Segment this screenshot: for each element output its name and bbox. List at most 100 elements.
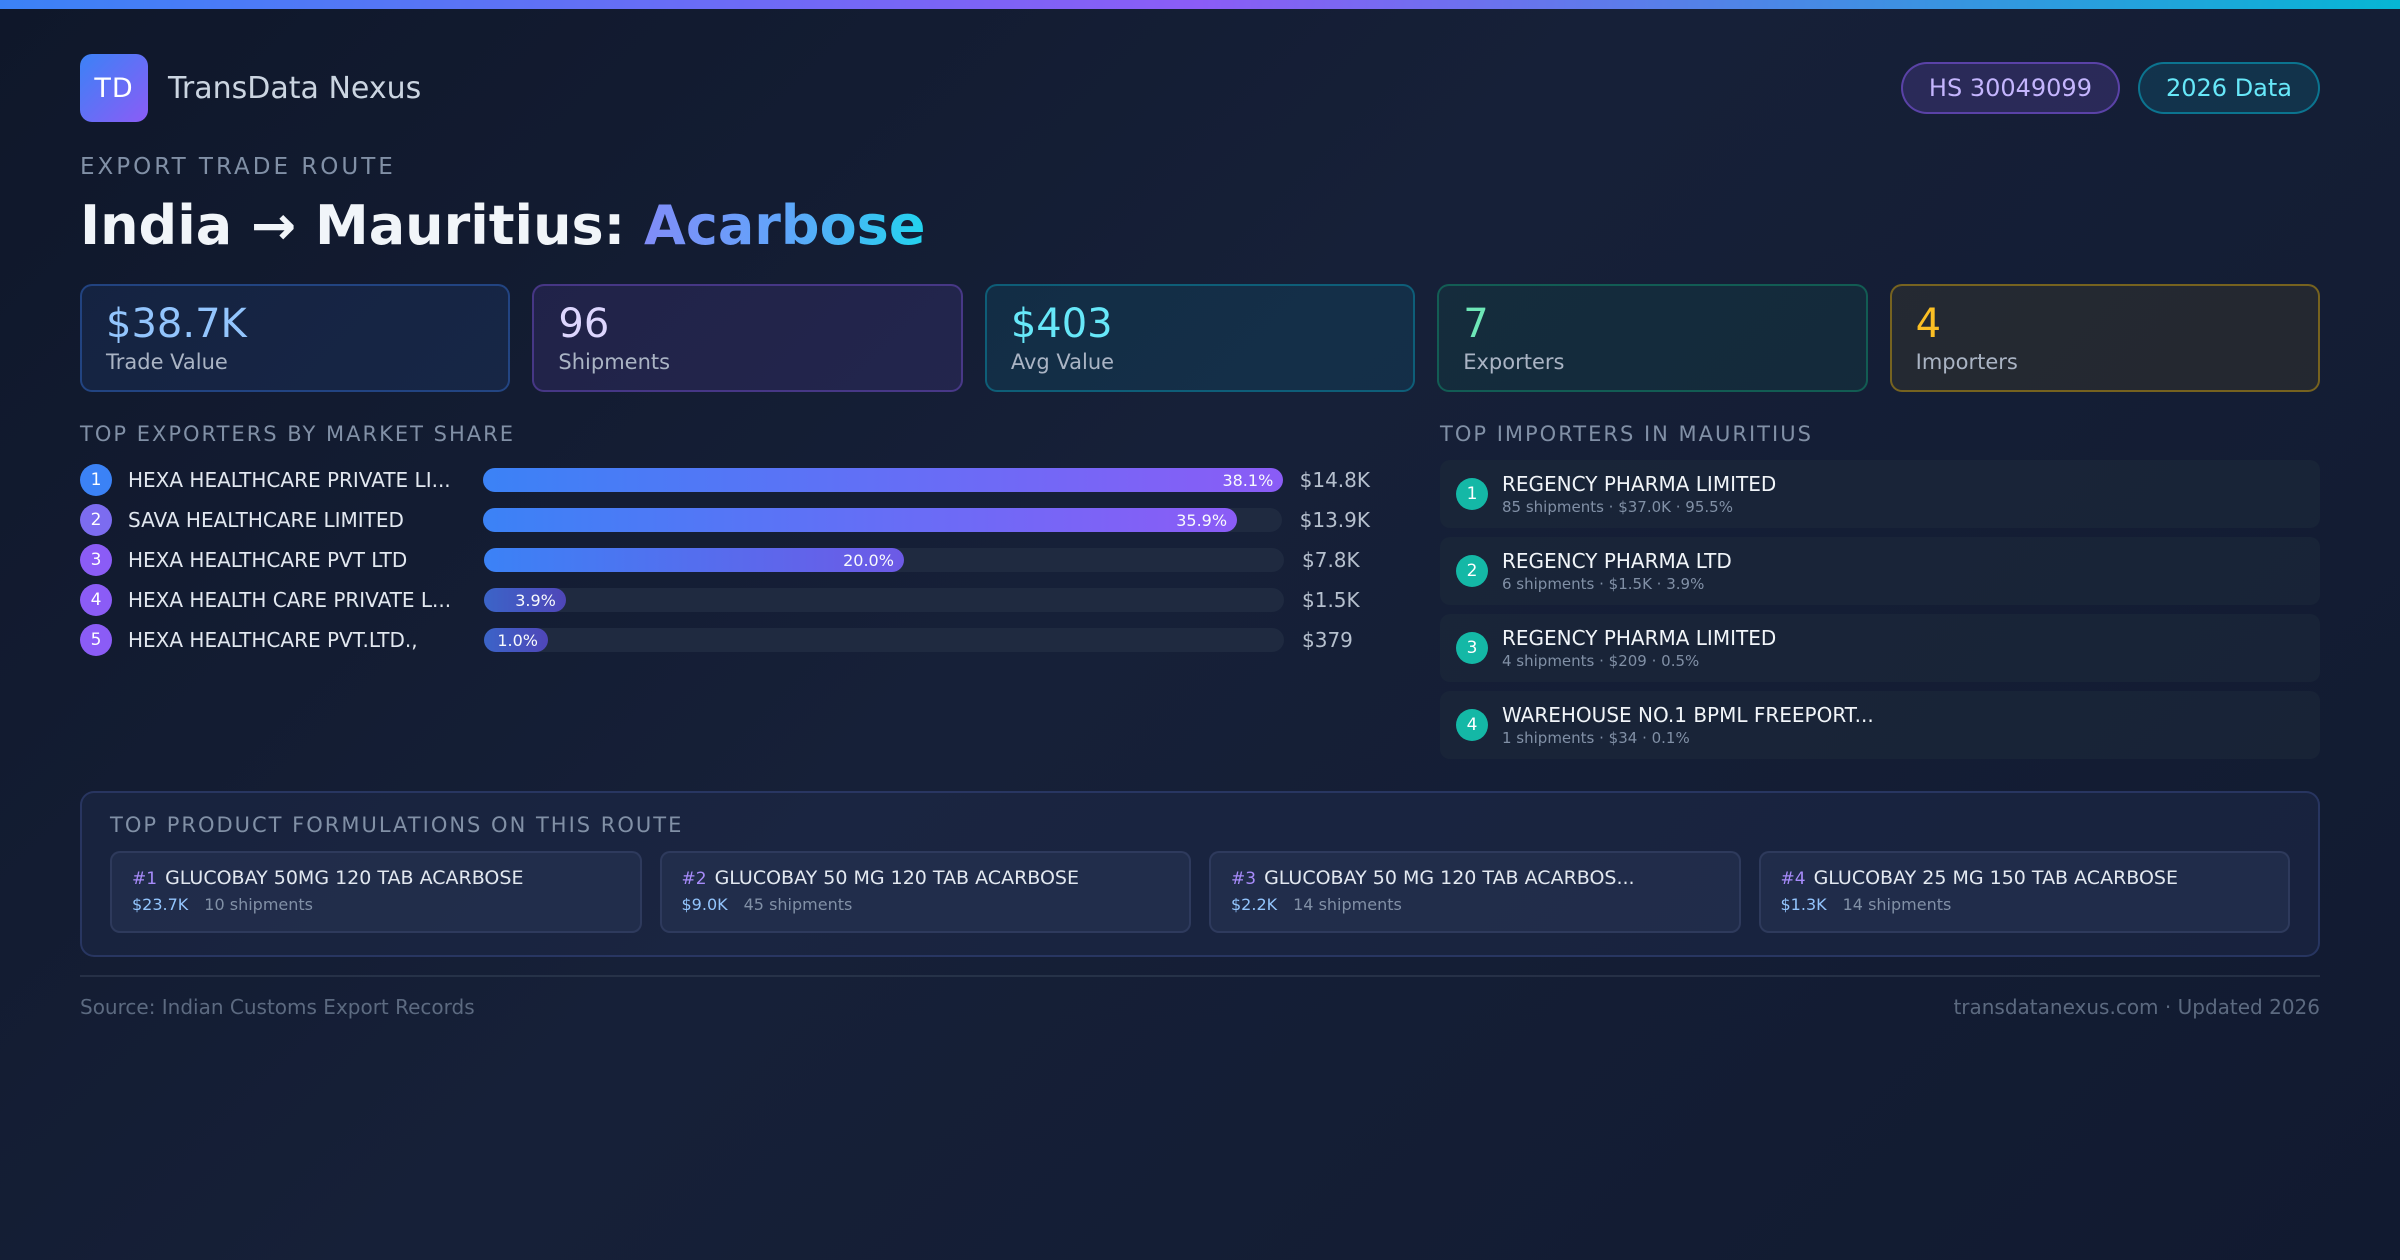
importer-card[interactable]: 3 REGENCY PHARMA LIMITED 4 shipments · $… <box>1440 614 2320 682</box>
product-value: $23.7K <box>132 895 189 914</box>
exporter-row[interactable]: 2 SAVA HEALTHCARE LIMITED 35.9% $13.9K <box>80 500 1370 540</box>
stat-value: 96 <box>558 301 610 347</box>
hs-code-badge: HS 30049099 <box>1900 62 2120 114</box>
product-name: GLUCOBAY 50 MG 120 TAB ACARBOS... <box>1264 867 1635 889</box>
importer-card[interactable]: 2 REGENCY PHARMA LTD 6 shipments · $1.5K… <box>1440 537 2320 605</box>
product-header: #2 GLUCOBAY 50 MG 120 TAB ACARBOSE <box>682 867 1170 889</box>
exporter-value: $379 <box>1302 628 1353 652</box>
product-name: GLUCOBAY 25 MG 150 TAB ACARBOSE <box>1813 867 2178 889</box>
product-value: $9.0K <box>681 895 728 914</box>
product-card[interactable]: #1 GLUCOBAY 50MG 120 TAB ACARBOSE $23.7K 1… <box>110 851 642 933</box>
importer-name: REGENCY PHARMA LIMITED <box>1502 626 1777 650</box>
exporter-name: HEXA HEALTHCARE PVT LTD <box>128 548 408 572</box>
exporters-panel: TOP EXPORTERS BY MARKET SHARE 1 HEXA HEA… <box>80 422 1370 768</box>
importers-panel: TOP IMPORTERS IN MAURITIUS 1 REGENCY PHA… <box>1440 422 2320 768</box>
products-grid: #1 GLUCOBAY 50MG 120 TAB ACARBOSE $23.7K 1… <box>110 851 2290 933</box>
middle-section: TOP EXPORTERS BY MARKET SHARE 1 HEXA HEA… <box>80 422 2320 768</box>
importer-text: REGENCY PHARMA LIMITED 85 shipments · $3… <box>1488 471 1776 517</box>
footer: Source: Indian Customs Export Records tr… <box>80 975 2320 1019</box>
data-year-badge: 2026 Data <box>2137 62 2320 114</box>
exporter-row[interactable]: 1 HEXA HEALTHCARE PRIVATE LI... 38.1% $1… <box>80 460 1370 500</box>
product-header: #3 GLUCOBAY 50 MG 120 TAB ACARBOS... <box>1231 867 1719 889</box>
importer-details: 4 shipments · $209 · 0.5% <box>1502 652 1700 670</box>
rank-badge: 1 <box>80 464 112 496</box>
share-bar-track: 3.9% <box>484 588 1284 612</box>
stat-label: Avg Value <box>1010 350 1115 374</box>
importer-details: 6 shipments · $1.5K · 3.9% <box>1502 575 1705 593</box>
products-panel: TOP PRODUCT FORMULATIONS ON THIS ROUTE #… <box>80 791 2320 957</box>
brand[interactable]: TD TransData Nexus <box>80 54 421 122</box>
rank-badge: 4 <box>80 584 112 616</box>
header: TD TransData Nexus HS 30049099 2026 Data <box>80 54 2320 122</box>
importers-list: 1 REGENCY PHARMA LIMITED 85 shipments · … <box>1440 460 2320 759</box>
product-card[interactable]: #3 GLUCOBAY 50 MG 120 TAB ACARBOS... $2.2… <box>1209 851 1741 933</box>
stat-label: Shipments <box>558 350 671 374</box>
rank-badge: 3 <box>80 544 112 576</box>
product-meta: $23.7K 10 shipments <box>132 895 620 914</box>
exporter-row[interactable]: 4 HEXA HEALTH CARE PRIVATE L... 3.9% $1.… <box>80 580 1370 620</box>
product-meta: $1.3K 14 shipments <box>1781 895 2269 914</box>
product-card[interactable]: #4 GLUCOBAY 25 MG 150 TAB ACARBOSE $1.3K 1… <box>1758 851 2290 933</box>
exporter-value: $14.8K <box>1299 468 1370 492</box>
rank-badge: 3 <box>1456 632 1488 664</box>
product-rank: #1 <box>132 869 158 889</box>
page-title: India → Mauritius: Acarbose <box>80 194 2320 258</box>
stat-trade-value: $38.7K Trade Value <box>80 284 511 392</box>
importer-details: 1 shipments · $34 · 0.1% <box>1502 729 1690 747</box>
importer-text: REGENCY PHARMA LTD 6 shipments · $1.5K ·… <box>1488 548 1732 594</box>
stat-exporters: 7 Exporters <box>1437 284 1868 392</box>
importer-card[interactable]: 4 WAREHOUSE NO.1 BPML FREEPORT... 1 ship… <box>1440 691 2320 759</box>
stat-shipments: 96 Shipments <box>532 284 963 392</box>
exporter-row[interactable]: 3 HEXA HEALTHCARE PVT LTD 20.0% $7.8K <box>80 540 1370 580</box>
exporter-value: $7.8K <box>1302 548 1360 572</box>
exporter-name: HEXA HEALTHCARE PRIVATE LI... <box>128 468 451 492</box>
exporter-value: $1.5K <box>1302 588 1360 612</box>
product-name: GLUCOBAY 50MG 120 TAB ACARBOSE <box>165 867 524 889</box>
stat-value: $403 <box>1010 301 1113 347</box>
products-title: TOP PRODUCT FORMULATIONS ON THIS ROUTE <box>110 813 684 837</box>
rank-badge: 5 <box>80 624 112 656</box>
product-rank: #2 <box>681 869 707 889</box>
share-bar-fill: 1.0% <box>484 628 548 652</box>
product-value: $2.2K <box>1231 895 1278 914</box>
rank-badge: 2 <box>80 504 112 536</box>
exporter-name: SAVA HEALTHCARE LIMITED <box>128 508 404 532</box>
share-bar-fill: 3.9% <box>484 588 566 612</box>
product-meta: $2.2K 14 shipments <box>1231 895 1719 914</box>
exporter-row[interactable]: 5 HEXA HEALTHCARE PVT.LTD., 1.0% $379 <box>80 620 1370 660</box>
rank-badge: 1 <box>1456 478 1488 510</box>
footer-site-link[interactable]: transdatanexus.com · Updated 2026 <box>1953 995 2320 1019</box>
logo: TD <box>80 54 148 122</box>
product-name: GLUCOBAY 50 MG 120 TAB ACARBOSE <box>714 867 1079 889</box>
title-product: Acarbose <box>644 194 926 257</box>
importer-name: WAREHOUSE NO.1 BPML FREEPORT... <box>1502 703 1874 727</box>
importer-name: REGENCY PHARMA LTD <box>1502 549 1732 573</box>
brand-name: TransData Nexus <box>168 70 422 106</box>
product-meta: $9.0K 45 shipments <box>682 895 1170 914</box>
product-shipments: 14 shipments <box>1842 895 1952 914</box>
importer-card[interactable]: 1 REGENCY PHARMA LIMITED 85 shipments · … <box>1440 460 2320 528</box>
product-shipments: 14 shipments <box>1293 895 1402 914</box>
stat-cards: $38.7K Trade Value 96 Shipments $403 Avg… <box>80 284 2321 392</box>
product-shipments: 45 shipments <box>743 895 853 914</box>
product-shipments: 10 shipments <box>204 895 313 914</box>
product-header: #1 GLUCOBAY 50MG 120 TAB ACARBOSE <box>132 867 620 889</box>
importer-details: 85 shipments · $37.0K · 95.5% <box>1502 498 1733 516</box>
stat-importers: 4 Importers <box>1889 284 2321 392</box>
exporters-title: TOP EXPORTERS BY MARKET SHARE <box>80 422 516 446</box>
product-rank: #3 <box>1231 869 1257 889</box>
importer-text: WAREHOUSE NO.1 BPML FREEPORT... 1 shipme… <box>1488 702 1874 748</box>
stat-label: Importers <box>1915 350 2018 374</box>
product-card[interactable]: #2 GLUCOBAY 50 MG 120 TAB ACARBOSE $9.0K 4… <box>659 851 1191 933</box>
stat-label: Exporters <box>1463 350 1565 374</box>
title-route: India → Mauritius: <box>80 194 645 257</box>
page: TD TransData Nexus HS 30049099 2026 Data… <box>80 54 2321 1019</box>
share-bar-track: 20.0% <box>484 548 1284 572</box>
share-bar-track: 1.0% <box>484 628 1284 652</box>
route-eyebrow: EXPORT TRADE ROUTE <box>80 154 396 180</box>
importer-text: REGENCY PHARMA LIMITED 4 shipments · $20… <box>1488 625 1776 671</box>
stat-value: 7 <box>1463 301 1489 347</box>
stat-value: $38.7K <box>106 301 247 347</box>
badges: HS 30049099 2026 Data <box>1900 62 2320 114</box>
rank-badge: 2 <box>1456 555 1488 587</box>
